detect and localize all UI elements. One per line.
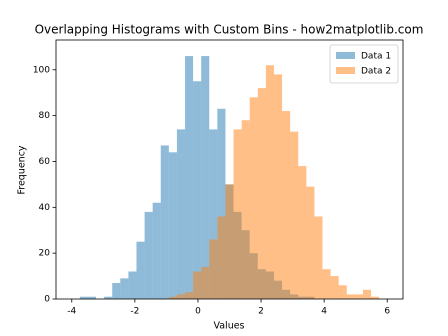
histogram-bar (338, 285, 347, 299)
histogram-bar (201, 56, 210, 299)
histogram-bar (160, 145, 169, 299)
histogram-bar (112, 282, 121, 299)
histogram-bar (273, 74, 283, 300)
histogram-bar (136, 241, 145, 299)
histogram-bar (176, 129, 186, 299)
histogram-bar (282, 111, 291, 299)
plot-frame (55, 39, 404, 300)
histogram-bar (217, 216, 226, 299)
histogram-bar (128, 271, 137, 299)
histogram-bar (209, 129, 218, 299)
histogram-bar (257, 88, 266, 299)
legend-label: Data 2 (361, 67, 391, 77)
x-tick-label: 2 (258, 307, 264, 317)
legend-swatch (336, 67, 355, 74)
y-axis-label: Frequency (17, 145, 28, 194)
histogram-bar (290, 131, 299, 299)
y-tick-label: 60 (39, 157, 51, 167)
histogram-bar (120, 278, 129, 299)
histogram-bar (168, 152, 177, 299)
histogram-bar (241, 120, 250, 299)
histogram-bar (185, 56, 194, 299)
x-tick-label: 0 (195, 307, 201, 317)
histogram-bar (152, 202, 161, 299)
histogram-bar (371, 296, 380, 299)
histogram-bar (233, 129, 242, 299)
histogram-bar (330, 276, 339, 299)
y-tick-label: 40 (39, 203, 51, 213)
histogram-bar (217, 108, 226, 299)
histogram-bar (346, 294, 355, 299)
histogram-bar (79, 296, 88, 299)
legend-swatch (336, 52, 355, 59)
chart-title: Overlapping Histograms with Custom Bins … (35, 23, 424, 37)
histogram-bar (87, 296, 97, 299)
histogram-bar (193, 271, 202, 299)
y-tick-label: 100 (33, 65, 50, 75)
histogram-bar (306, 186, 315, 299)
histogram-bar (314, 216, 323, 299)
histogram-bar (298, 166, 307, 299)
y-tick-label: 0 (44, 295, 50, 305)
x-axis-label: Values (213, 321, 244, 332)
histogram-bar (104, 296, 113, 299)
histogram-bar (322, 269, 331, 299)
histogram-bar (354, 294, 363, 299)
histogram-bar (176, 294, 186, 299)
histogram-bar (185, 292, 194, 299)
histogram-bar (265, 65, 274, 299)
histogram-bar (168, 296, 177, 299)
y-tick-label: 80 (39, 111, 51, 121)
histogram-bar (201, 266, 210, 299)
histogram-bar (249, 97, 258, 299)
histogram-bar (144, 211, 153, 299)
legend-label: Data 1 (361, 52, 391, 62)
x-tick-label: 4 (321, 307, 327, 317)
histogram-bar (225, 184, 234, 299)
histogram-bar (209, 239, 218, 299)
x-tick-label: 6 (384, 307, 390, 317)
histogram-bar (362, 289, 372, 299)
x-tick-label: -2 (130, 307, 139, 317)
histogram-bar (193, 81, 202, 299)
y-tick-label: 20 (39, 249, 51, 259)
x-tick-label: -4 (67, 307, 76, 317)
